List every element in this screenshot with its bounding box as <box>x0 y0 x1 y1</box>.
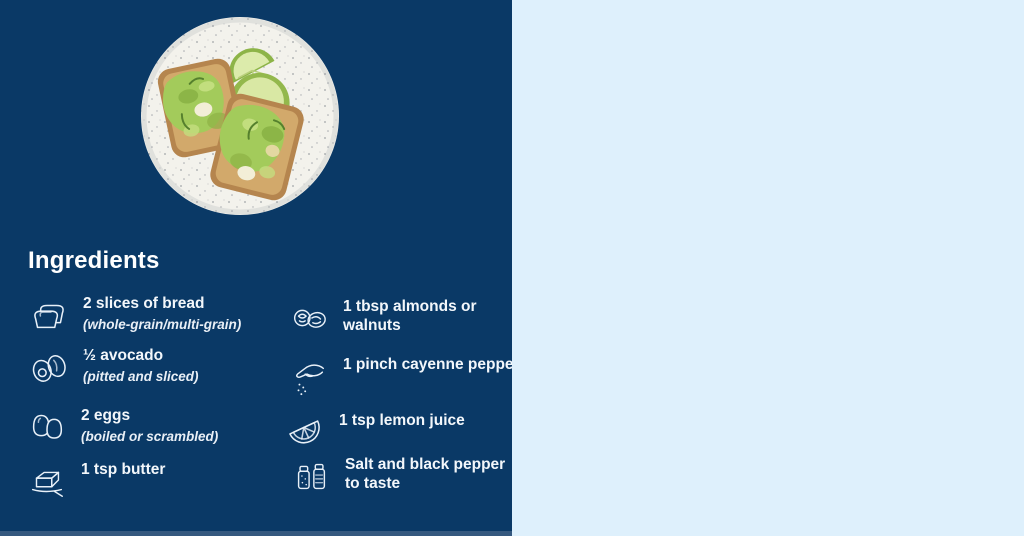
ingredient-item-avocado: ½ avocado (pitted and sliced) <box>28 346 260 388</box>
ingredient-item-lemon: 1 tsp lemon juice <box>284 411 516 453</box>
ingredient-note: (whole-grain/multi-grain) <box>83 317 242 333</box>
avocado-toast-photo-illustration <box>141 17 339 215</box>
ingredient-text: 1 pinch cayenne pepper <box>343 356 520 373</box>
bread-icon <box>28 294 70 336</box>
salt-pepper-icon <box>290 455 332 497</box>
ingredient-text: Salt and black pepper to taste <box>345 456 506 493</box>
food-photo <box>130 6 350 226</box>
ingredients-panel: Ingredients 2 slices of bread (whole-gra… <box>0 0 520 536</box>
ingredient-note: (boiled or scrambled) <box>81 429 219 445</box>
ingredient-item-eggs: 2 eggs (boiled or scrambled) <box>26 406 258 448</box>
ingredient-text: ½ avocado <box>83 347 164 364</box>
ingredient-note: (pitted and sliced) <box>83 369 199 385</box>
lemon-icon <box>284 411 326 453</box>
pinch-icon <box>288 355 330 397</box>
ingredient-text: 2 eggs <box>81 407 131 424</box>
ingredient-item-cayenne: 1 pinch cayenne pepper <box>288 355 520 397</box>
recipe-panel: Avocado-Egg Toast Cheap Medicine shop Fo… <box>512 0 1024 536</box>
ingredient-text: 1 tsp lemon juice <box>339 412 465 429</box>
avocado-icon <box>28 346 70 388</box>
ingredients-title: Ingredients <box>28 247 160 274</box>
bottom-accent-strip <box>0 531 512 536</box>
ingredient-item-nuts: 1 tbsp almonds or walnuts <box>288 297 520 339</box>
nuts-icon <box>288 297 330 339</box>
ingredient-item-salt-pepper: Salt and black pepper to taste <box>290 455 522 497</box>
ingredient-text: 1 tbsp almonds or walnuts <box>343 298 477 335</box>
ingredient-item-butter: 1 tsp butter <box>26 460 258 502</box>
butter-icon <box>26 460 68 502</box>
ingredient-item-bread: 2 slices of bread (whole-grain/multi-gra… <box>28 294 260 336</box>
ingredient-text: 1 tsp butter <box>81 461 166 478</box>
ingredient-text: 2 slices of bread <box>83 295 205 312</box>
eggs-icon <box>26 406 68 448</box>
